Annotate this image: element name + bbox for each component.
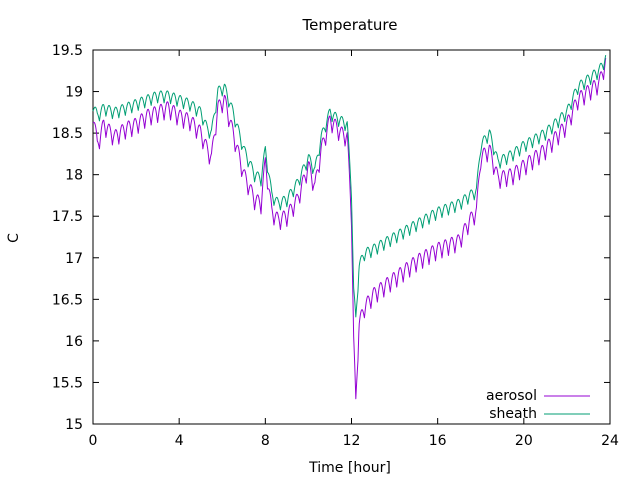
x-axis-label: Time [hour] — [308, 460, 391, 476]
x-tick-label: 24 — [601, 433, 619, 449]
y-tick-label: 18 — [65, 168, 83, 184]
y-axis-label: C — [6, 233, 22, 243]
x-axis-ticks: 0 4 8 12 16 20 24 — [89, 50, 619, 449]
x-tick-label: 8 — [261, 433, 270, 449]
series-line-sheath — [92, 55, 607, 318]
y-tick-label: 15 — [65, 417, 83, 433]
x-tick-label: 0 — [89, 433, 98, 449]
y-tick-label: 16 — [65, 334, 83, 350]
legend-label-sheath: sheath — [489, 406, 537, 422]
x-tick-label: 4 — [175, 433, 184, 449]
series-group — [92, 55, 607, 400]
y-tick-label: 16.5 — [52, 292, 83, 308]
y-tick-label: 19 — [65, 85, 83, 101]
y-tick-label: 18.5 — [52, 126, 83, 142]
x-tick-label: 12 — [343, 433, 361, 449]
y-tick-label: 17.5 — [52, 209, 83, 225]
legend: aerosol sheath — [486, 388, 590, 422]
chart-title: Temperature — [301, 16, 397, 34]
x-tick-label: 16 — [429, 433, 447, 449]
y-tick-label: 17 — [65, 251, 83, 267]
legend-label-aerosol: aerosol — [486, 388, 537, 404]
x-tick-label: 20 — [515, 433, 533, 449]
series-line-aerosol — [92, 57, 607, 400]
y-tick-label: 19.5 — [52, 43, 83, 59]
y-axis-ticks: 15 15.5 16 16.5 17 17.5 18 18.5 19 19.5 — [52, 43, 610, 433]
y-tick-label: 15.5 — [52, 375, 83, 391]
